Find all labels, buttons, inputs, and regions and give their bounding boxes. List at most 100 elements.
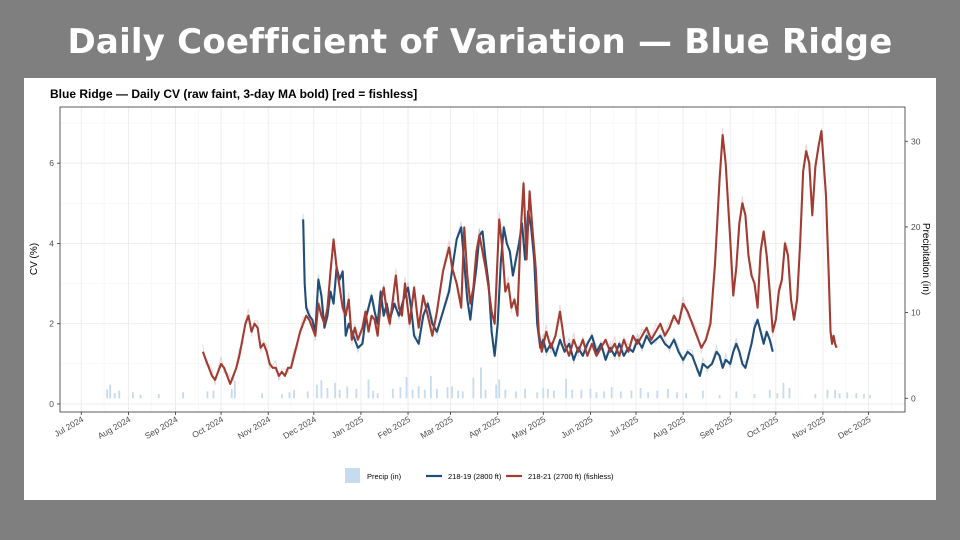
precip-bar <box>639 388 642 399</box>
precip-bar <box>472 377 475 399</box>
precip-bar <box>735 391 738 399</box>
y-tick-label: 2 <box>49 319 54 329</box>
y-axis-ticks: 0 2 4 6 <box>49 158 60 409</box>
precip-bar <box>536 392 539 399</box>
precip-bar <box>212 390 215 399</box>
precip-bar <box>498 379 501 399</box>
precip-bar <box>863 394 865 399</box>
precip-bar <box>139 394 142 399</box>
precip-bar <box>346 386 349 399</box>
legend-s1-label: 218-19 (2800 ft) <box>448 472 502 481</box>
x-tick-label: Feb 2025 <box>376 414 412 441</box>
x-axis-ticks: Jul 2024 Aug 2024 Sep 2024 Oct 2024 Nov 2024… <box>52 412 873 441</box>
precip-bar <box>280 394 283 399</box>
legend: Precip (in) 218-19 (2800 ft) 218-21 (2700 … <box>345 468 614 483</box>
y-tick-label: 4 <box>49 238 54 248</box>
x-tick-label: Sep 2024 <box>143 414 180 441</box>
precip-bar <box>132 392 134 399</box>
precip-bar <box>306 391 309 399</box>
precip-bar <box>782 382 785 399</box>
precip-bar <box>610 387 613 399</box>
precip-bar <box>553 390 555 399</box>
precip-bar <box>429 376 432 399</box>
precip-bar <box>542 388 545 399</box>
precip-bar <box>834 389 836 399</box>
x-tick-label: Jan 2025 <box>330 414 366 440</box>
y2-tick-label: 20 <box>911 222 921 232</box>
y2-axis-ticks: 0 10 20 30 <box>905 136 921 403</box>
grid-lines <box>60 107 905 412</box>
y2-tick-label: 10 <box>911 308 921 318</box>
precip-bar <box>701 390 704 399</box>
precip-bar <box>106 389 109 399</box>
precip-bar <box>320 380 323 399</box>
precip-bar <box>826 389 829 399</box>
precip-bar <box>524 388 526 399</box>
precip-bar <box>326 388 329 399</box>
y-tick-label: 0 <box>49 399 54 409</box>
precip-bar <box>484 389 487 399</box>
precip-bar <box>417 386 420 399</box>
precip-bars <box>106 367 871 399</box>
precip-bar <box>376 393 379 399</box>
precip-bar <box>446 387 449 399</box>
precip-bar <box>461 391 464 399</box>
x-tick-label: Apr 2025 <box>467 414 502 440</box>
precip-bar <box>656 390 659 399</box>
y-axis-label: CV (%) <box>29 243 40 275</box>
precip-bar <box>288 392 291 399</box>
precip-bar <box>261 393 264 399</box>
chart-panel: Blue Ridge — Daily CV (raw faint, 3-day … <box>24 78 936 500</box>
precip-bar <box>589 388 592 399</box>
precip-bar <box>846 392 849 399</box>
series-ma-line <box>201 130 838 385</box>
precip-bar <box>855 393 858 399</box>
precip-bar <box>293 389 295 399</box>
x-tick-label: Nov 2025 <box>790 414 827 441</box>
precip-bar <box>869 394 871 399</box>
x-tick-label: Jul 2024 <box>52 414 85 439</box>
precip-bar <box>718 394 721 399</box>
precip-bar <box>495 384 498 399</box>
y2-tick-label: 30 <box>911 136 921 146</box>
precip-bar <box>515 391 517 399</box>
precip-bar <box>603 391 605 399</box>
precip-bar <box>595 392 598 399</box>
precip-bar <box>367 379 370 399</box>
precip-bar <box>776 393 779 399</box>
legend-s2-label: 218-21 (2700 ft) (fishless) <box>528 472 614 481</box>
precip-bar <box>685 393 688 399</box>
precip-bar <box>580 389 583 399</box>
x-tick-label: Aug 2024 <box>96 414 133 441</box>
chart-title: Blue Ridge — Daily CV (raw faint, 3-day … <box>50 87 417 101</box>
precip-bar <box>109 384 112 399</box>
y-tick-label: 6 <box>49 158 54 168</box>
precip-bar <box>372 390 374 399</box>
series-lines <box>201 128 838 385</box>
x-tick-label: Jul 2025 <box>607 414 640 439</box>
x-tick-label: Dec 2024 <box>281 414 318 441</box>
x-tick-label: Oct 2025 <box>745 414 780 440</box>
precip-bar <box>182 392 185 399</box>
precip-bar <box>565 378 567 399</box>
precip-bar <box>355 388 358 399</box>
precip-bar <box>423 389 426 399</box>
precip-bar <box>315 384 318 399</box>
precip-bar <box>838 393 841 399</box>
precip-bar <box>457 390 460 399</box>
cv-line-chart: Blue Ridge — Daily CV (raw faint, 3-day … <box>29 87 931 483</box>
x-tick-label: May 2025 <box>510 414 548 441</box>
precip-bar <box>113 393 116 399</box>
precip-bar <box>630 390 633 399</box>
precip-bar <box>619 391 622 399</box>
precip-bar <box>504 389 507 399</box>
legend-precip-label: Precip (in) <box>367 472 402 481</box>
precip-bar <box>667 388 669 399</box>
x-tick-label: Sep 2025 <box>698 414 735 441</box>
plot-border <box>59 106 906 413</box>
y2-axis-label: Precipitation (in) <box>920 223 931 295</box>
precip-bar <box>230 388 233 399</box>
precip-bar <box>391 388 394 399</box>
precip-bar <box>233 381 236 399</box>
x-tick-label: Aug 2025 <box>651 414 688 441</box>
